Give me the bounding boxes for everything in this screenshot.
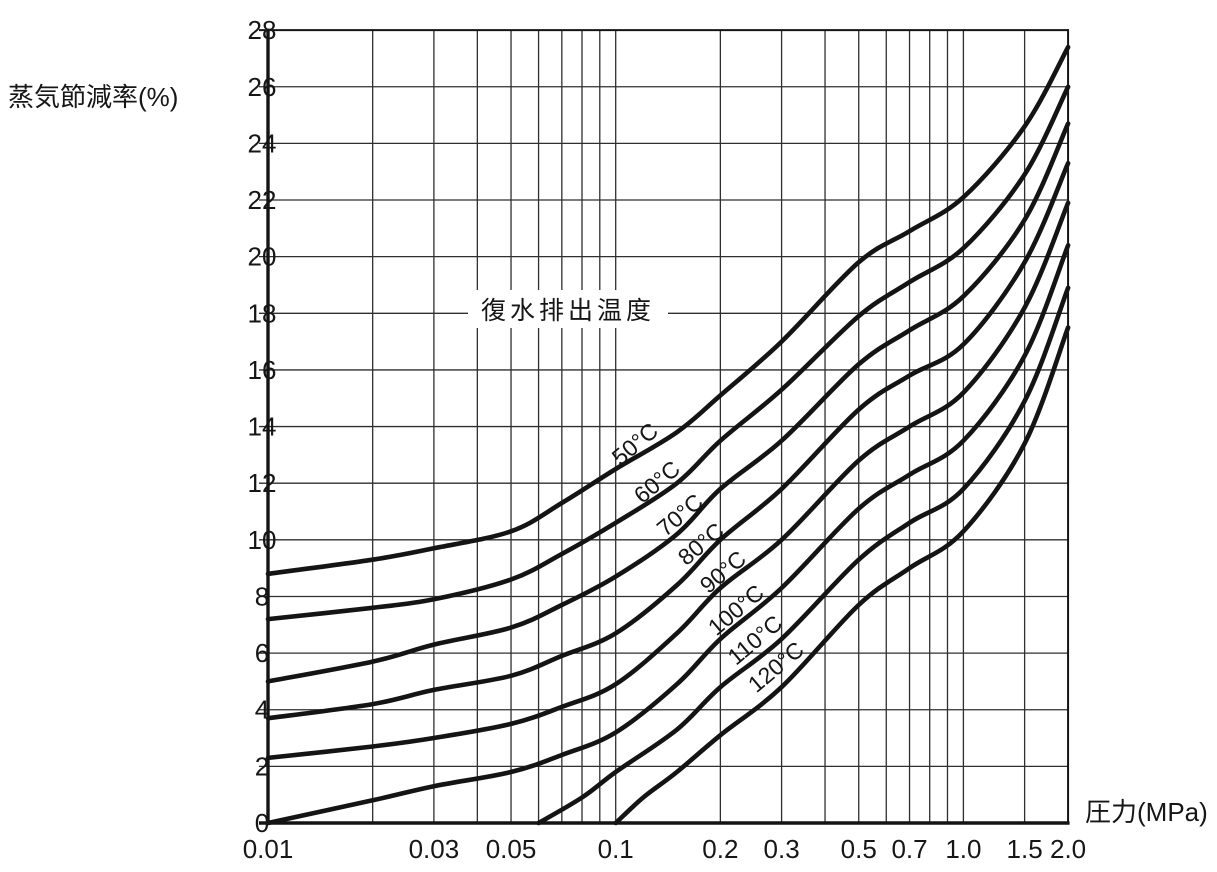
annotation-group: 復水排出温度: [468, 290, 668, 328]
x-tick-label-0.2: 0.2: [702, 834, 738, 864]
curve-60°C: [265, 84, 1071, 622]
y-tick-label-16: 16: [248, 355, 277, 385]
x-tick-label-0.03: 0.03: [409, 834, 460, 864]
x-tick-label-0.1: 0.1: [598, 834, 634, 864]
curve-family-annotation: 復水排出温度: [481, 296, 655, 325]
curve-50°C: [265, 44, 1071, 577]
y-tick-label-0: 0: [255, 808, 269, 838]
x-tick-label-2.0: 2.0: [1050, 834, 1086, 864]
y-tick-label-22: 22: [248, 185, 277, 215]
x-tick-label-0.5: 0.5: [841, 834, 877, 864]
x-tick-label-0.01: 0.01: [243, 834, 294, 864]
curve-100°C: [265, 243, 1071, 826]
x-tick-label-0.3: 0.3: [764, 834, 800, 864]
curve-90°C: [265, 200, 1071, 761]
y-tick-label-2: 2: [255, 751, 269, 781]
curve-70°C: [265, 121, 1071, 684]
y-tick-label-26: 26: [248, 72, 277, 102]
grid-lines: [259, 30, 1069, 823]
x-tick-label-0.05: 0.05: [486, 834, 537, 864]
curve-80°C: [265, 160, 1071, 721]
y-tick-label-10: 10: [248, 525, 277, 555]
curve-120°C: [613, 325, 1071, 826]
curve-110°C: [536, 285, 1071, 826]
y-tick-label-14: 14: [248, 412, 277, 442]
curves: [265, 44, 1071, 826]
y-tick-label-8: 8: [255, 581, 269, 611]
y-tick-label-24: 24: [248, 128, 277, 158]
y-tick-label-18: 18: [248, 298, 277, 328]
x-tick-label-1.0: 1.0: [945, 834, 981, 864]
y-tick-label-12: 12: [248, 468, 277, 498]
y-tick-label-4: 4: [255, 695, 269, 725]
y-tick-label-20: 20: [248, 242, 277, 272]
x-tick-label-1.5: 1.5: [1007, 834, 1043, 864]
x-axis-title: 圧力(MPa): [1085, 797, 1208, 827]
y-tick-label-28: 28: [248, 15, 277, 45]
annotation-background: [468, 290, 668, 328]
y-tick-label-6: 6: [255, 638, 269, 668]
y-axis-title: 蒸気節減率(%): [8, 82, 178, 112]
x-tick-label-0.7: 0.7: [891, 834, 927, 864]
